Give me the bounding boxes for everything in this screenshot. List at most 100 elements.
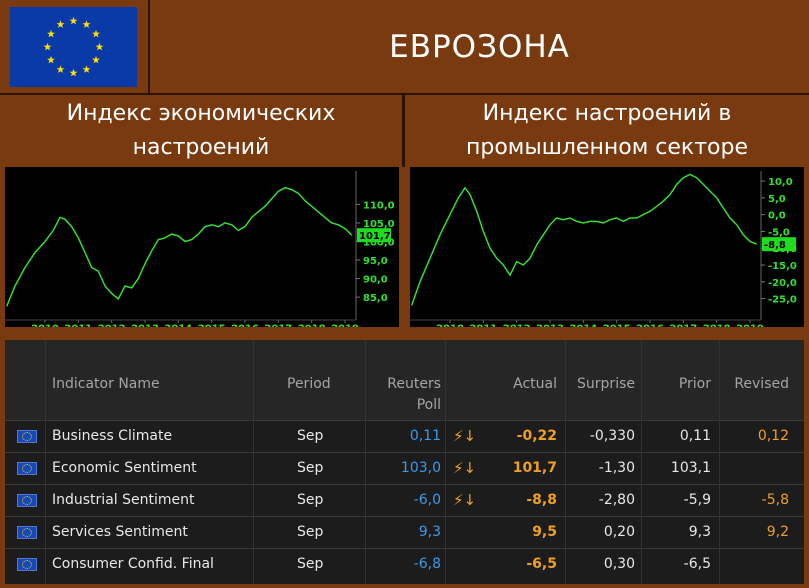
reuters-poll-value: 0,11 [409, 428, 441, 444]
prior-value: 103,1 [670, 460, 711, 476]
reuters-poll-value: 103,0 [400, 460, 441, 476]
x-tick-label: 2018 [703, 323, 731, 327]
x-tick-label: 2019 [331, 323, 359, 327]
x-tick-label: 2011 [469, 323, 497, 327]
table-row[interactable]: Economic Sentiment Sep 103,0 ⚡↓ 101,7 -1,30 10… [5, 452, 804, 484]
x-tick-label: 2010 [436, 323, 464, 327]
header-surprise[interactable]: Surprise [577, 376, 635, 392]
flag-star [92, 29, 100, 38]
eu-flag-icon [17, 430, 37, 443]
table-header: Indicator Name Period Reuters Poll Actua… [5, 340, 804, 420]
table-row[interactable]: Business Climate Sep 0,11 ⚡↓ -0,22 -0,330 0,11… [5, 420, 804, 452]
revised-value [725, 453, 789, 484]
header-reuters-poll-line1[interactable]: Reuters [387, 376, 441, 392]
x-tick-label: 2012 [98, 323, 126, 327]
flag-star [47, 29, 55, 38]
y-tick-label: 95,0 [363, 256, 388, 267]
table-row[interactable]: Consumer Confid. Final Sep -6,8 -6,5 0,30 -6,… [5, 548, 804, 580]
revised-value: -5,8 [761, 492, 789, 508]
eu-flag-icon [17, 462, 37, 475]
eu-flag-icon [17, 526, 37, 539]
eu-flag-icon [17, 558, 37, 571]
actual-value: -8,8 [526, 492, 557, 508]
industrial-sentiment-chart: 10,05,00,0-5,0-10,0-15,0-20,0-25,0201020… [410, 167, 804, 327]
prior-value: 9,3 [688, 524, 711, 540]
x-tick-label: 2014 [569, 323, 597, 327]
flag-star [56, 20, 65, 28]
chart-title-left: Индекс экономических настроений [66, 101, 336, 160]
y-tick-label: 90,0 [363, 275, 388, 286]
divider [0, 93, 809, 95]
surprise-value: -1,30 [598, 460, 635, 476]
column-separator [719, 340, 720, 584]
flag-star [92, 55, 100, 64]
period-value: Sep [297, 428, 324, 444]
series-line [410, 173, 757, 306]
column-separator [365, 340, 366, 584]
indicator-name: Industrial Sentiment [52, 492, 195, 508]
column-separator [641, 340, 642, 584]
y-tick-label: -25,0 [768, 295, 797, 306]
header-actual[interactable]: Actual [513, 376, 557, 392]
eu-flag-icon [17, 494, 37, 507]
y-tick-label: 105,0 [363, 219, 395, 230]
header-indicator-name[interactable]: Indicator Name [52, 376, 160, 392]
surprise-value: -2,80 [598, 492, 635, 508]
reuters-poll-value: -6,8 [413, 556, 441, 572]
y-tick-label: -5,0 [768, 227, 790, 238]
flag-star [82, 20, 91, 28]
prior-value: -6,5 [683, 556, 711, 572]
x-tick-label: 2015 [603, 323, 631, 327]
series-line [6, 186, 353, 307]
revised-value [725, 549, 789, 580]
table-row[interactable]: Services Sentiment Sep 9,3 9,5 0,20 9,3 9,2 [5, 516, 804, 548]
y-tick-label: 100,0 [363, 238, 395, 249]
prior-value: -5,9 [683, 492, 711, 508]
header-reuters-poll-line2[interactable]: Poll [416, 397, 441, 413]
lightning-down-icon: ⚡↓ [453, 491, 477, 509]
x-tick-label: 2016 [231, 323, 259, 327]
indicator-name: Consumer Confid. Final [52, 556, 214, 572]
reuters-poll-value: -6,0 [413, 492, 441, 508]
header-period[interactable]: Period [287, 376, 331, 392]
period-value: Sep [297, 492, 324, 508]
subtitle-divider [402, 95, 405, 167]
current-value-label: 101,7 [359, 231, 391, 242]
economic-sentiment-chart-svg: 85,0 90,0 95,0 100,0 105,0 110,0 2010 2011 2012 2… [5, 171, 395, 327]
header-divider [148, 0, 150, 93]
flag-star [82, 65, 91, 73]
actual-value: 9,5 [532, 524, 557, 540]
y-tick-label: -15,0 [768, 261, 797, 272]
column-separator [45, 340, 46, 584]
flag-star [47, 55, 55, 64]
x-tick-label: 2010 [31, 323, 59, 327]
actual-value: -6,5 [526, 556, 557, 572]
flag-star [43, 42, 52, 51]
indicator-name: Economic Sentiment [52, 460, 197, 476]
column-separator [253, 340, 254, 584]
y-tick-label: -20,0 [768, 278, 797, 289]
x-tick-label: 2017 [264, 323, 292, 327]
period-value: Sep [297, 460, 324, 476]
header-bar: ЕВРОЗОНА [0, 0, 809, 93]
x-tick-label: 2016 [636, 323, 664, 327]
header-prior[interactable]: Prior [678, 376, 711, 392]
x-tick-label: 2018 [298, 323, 326, 327]
economic-sentiment-chart: 85,0 90,0 95,0 100,0 105,0 110,0 2010 2011 2012 2… [5, 167, 399, 327]
header-revised[interactable]: Revised [734, 376, 789, 392]
indicators-table: Indicator Name Period Reuters Poll Actua… [5, 340, 804, 584]
column-separator [565, 340, 566, 584]
surprise-value: 0,20 [603, 524, 635, 540]
surprise-value: -0,330 [589, 428, 635, 444]
table-row[interactable]: Industrial Sentiment Sep -6,0 ⚡↓ -8,8 -2,80 -5… [5, 484, 804, 516]
actual-value: -0,22 [516, 428, 557, 444]
flag-star [69, 16, 78, 25]
period-value: Sep [297, 556, 324, 572]
period-value: Sep [297, 524, 324, 540]
revised-value: 9,2 [766, 524, 789, 540]
x-tick-label: 2014 [164, 323, 192, 327]
y-tick-label: 5,0 [768, 194, 786, 205]
x-tick-label: 2012 [503, 323, 531, 327]
revised-value: 0,12 [757, 428, 789, 444]
x-tick-label: 2017 [669, 323, 697, 327]
